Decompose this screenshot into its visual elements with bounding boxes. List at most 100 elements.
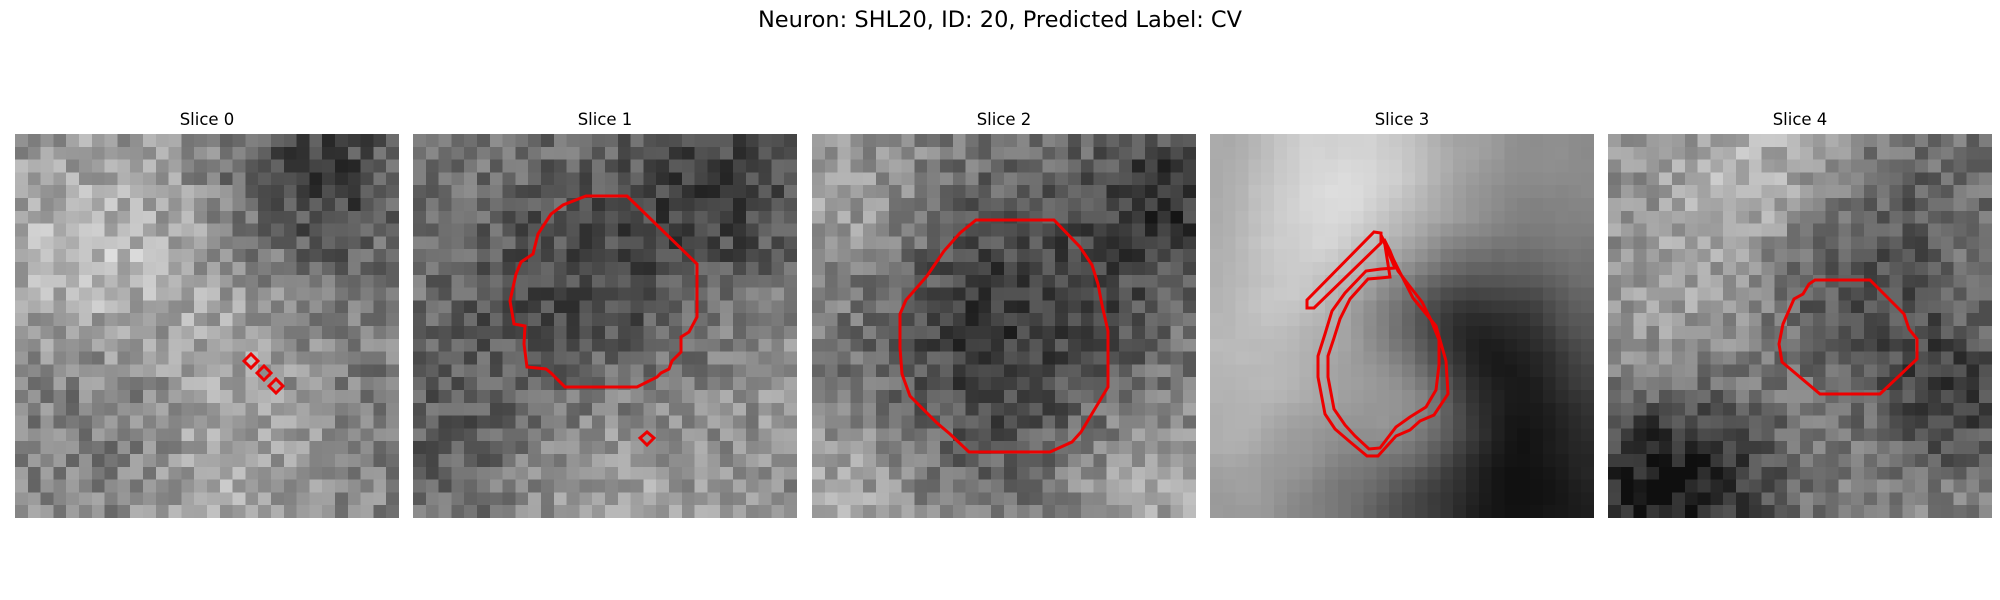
pixel xyxy=(1517,441,1531,455)
pixel xyxy=(130,300,144,314)
pixel xyxy=(1966,134,1980,148)
pixel xyxy=(1876,313,1891,327)
pixel xyxy=(1402,390,1416,404)
pixel xyxy=(1119,287,1133,301)
pixel xyxy=(53,415,67,429)
pixel xyxy=(1222,249,1237,263)
pixel xyxy=(630,479,644,493)
pixel xyxy=(194,134,208,148)
pixel xyxy=(1478,415,1493,429)
pixel xyxy=(1312,236,1326,250)
pixel xyxy=(1915,300,1929,314)
pixel xyxy=(194,172,208,186)
pixel xyxy=(553,134,568,148)
pixel xyxy=(373,505,387,518)
pixel xyxy=(681,287,696,301)
pixel xyxy=(1119,185,1133,199)
pixel xyxy=(309,185,323,199)
pixel xyxy=(1684,172,1699,186)
pixel xyxy=(978,351,992,365)
pixel xyxy=(1466,172,1480,186)
pixel xyxy=(784,210,797,225)
pixel xyxy=(837,223,851,237)
pixel xyxy=(694,390,708,404)
pixel xyxy=(965,479,979,493)
pixel xyxy=(1042,172,1056,186)
pixel xyxy=(656,313,670,327)
pixel xyxy=(1787,146,1801,161)
pixel xyxy=(1222,454,1237,468)
pixel xyxy=(952,159,967,173)
pixel xyxy=(1608,300,1622,314)
pixel xyxy=(863,390,877,404)
pixel xyxy=(1940,198,1955,212)
pixel xyxy=(271,210,285,225)
pixel xyxy=(1748,377,1763,391)
pixel xyxy=(1093,492,1107,506)
pixel xyxy=(1787,210,1801,225)
pixel xyxy=(79,210,93,225)
pixel-grid xyxy=(413,134,797,518)
pixel xyxy=(1966,428,1980,442)
pixel xyxy=(927,466,941,481)
pixel xyxy=(1568,351,1582,365)
pixel xyxy=(1478,313,1493,327)
pixel xyxy=(927,479,941,493)
pixel xyxy=(707,390,721,404)
pixel xyxy=(1144,326,1159,340)
pixel xyxy=(66,172,80,186)
pixel xyxy=(91,466,106,481)
pixel xyxy=(373,492,387,506)
pixel xyxy=(605,287,619,301)
pixel xyxy=(438,223,452,237)
pixel xyxy=(720,479,734,493)
pixel xyxy=(553,262,568,276)
pixel xyxy=(1183,377,1196,391)
pixel xyxy=(335,441,349,455)
pixel xyxy=(438,390,452,404)
pixel xyxy=(373,172,387,186)
pixel xyxy=(745,441,760,455)
pixel xyxy=(1389,441,1403,455)
pixel xyxy=(1902,172,1916,186)
pixel xyxy=(1004,492,1018,506)
pixel xyxy=(1222,274,1237,289)
pixel xyxy=(1876,159,1891,173)
pixel xyxy=(1261,172,1275,186)
pixel xyxy=(812,390,826,404)
pixel xyxy=(837,300,851,314)
pixel xyxy=(694,172,708,186)
pixel xyxy=(1235,505,1249,518)
pixel xyxy=(1979,351,1992,365)
pixel xyxy=(1736,505,1750,518)
pixel xyxy=(1144,351,1159,365)
pixel xyxy=(245,415,259,429)
pixel xyxy=(1004,364,1018,378)
pixel xyxy=(630,146,644,161)
pixel xyxy=(1055,390,1069,404)
pixel xyxy=(1029,185,1043,199)
pixel xyxy=(1723,249,1737,263)
pixel xyxy=(258,236,272,250)
pixel xyxy=(1723,313,1737,327)
pixel xyxy=(1402,146,1416,161)
pixel xyxy=(824,377,839,391)
pixel xyxy=(219,262,234,276)
pixel xyxy=(1787,441,1801,455)
pixel xyxy=(1812,287,1827,301)
pixel xyxy=(1633,454,1647,468)
pixel xyxy=(1889,479,1903,493)
pixel xyxy=(1402,172,1416,186)
pixel xyxy=(579,402,593,417)
pixel xyxy=(413,223,427,237)
pixel xyxy=(1068,300,1082,314)
pixel xyxy=(1016,402,1031,417)
pixel xyxy=(837,313,851,327)
pixel xyxy=(15,249,29,263)
pixel xyxy=(1478,249,1493,263)
pixel xyxy=(1800,313,1814,327)
pixel xyxy=(1710,390,1724,404)
pixel xyxy=(733,287,747,301)
pixel xyxy=(335,198,349,212)
pixel xyxy=(940,479,954,493)
